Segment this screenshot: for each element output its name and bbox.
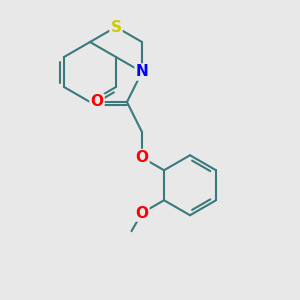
Text: O: O [91, 94, 103, 110]
Text: N: N [136, 64, 148, 80]
Text: O: O [136, 206, 148, 220]
Text: O: O [136, 150, 148, 165]
Text: S: S [110, 20, 122, 34]
